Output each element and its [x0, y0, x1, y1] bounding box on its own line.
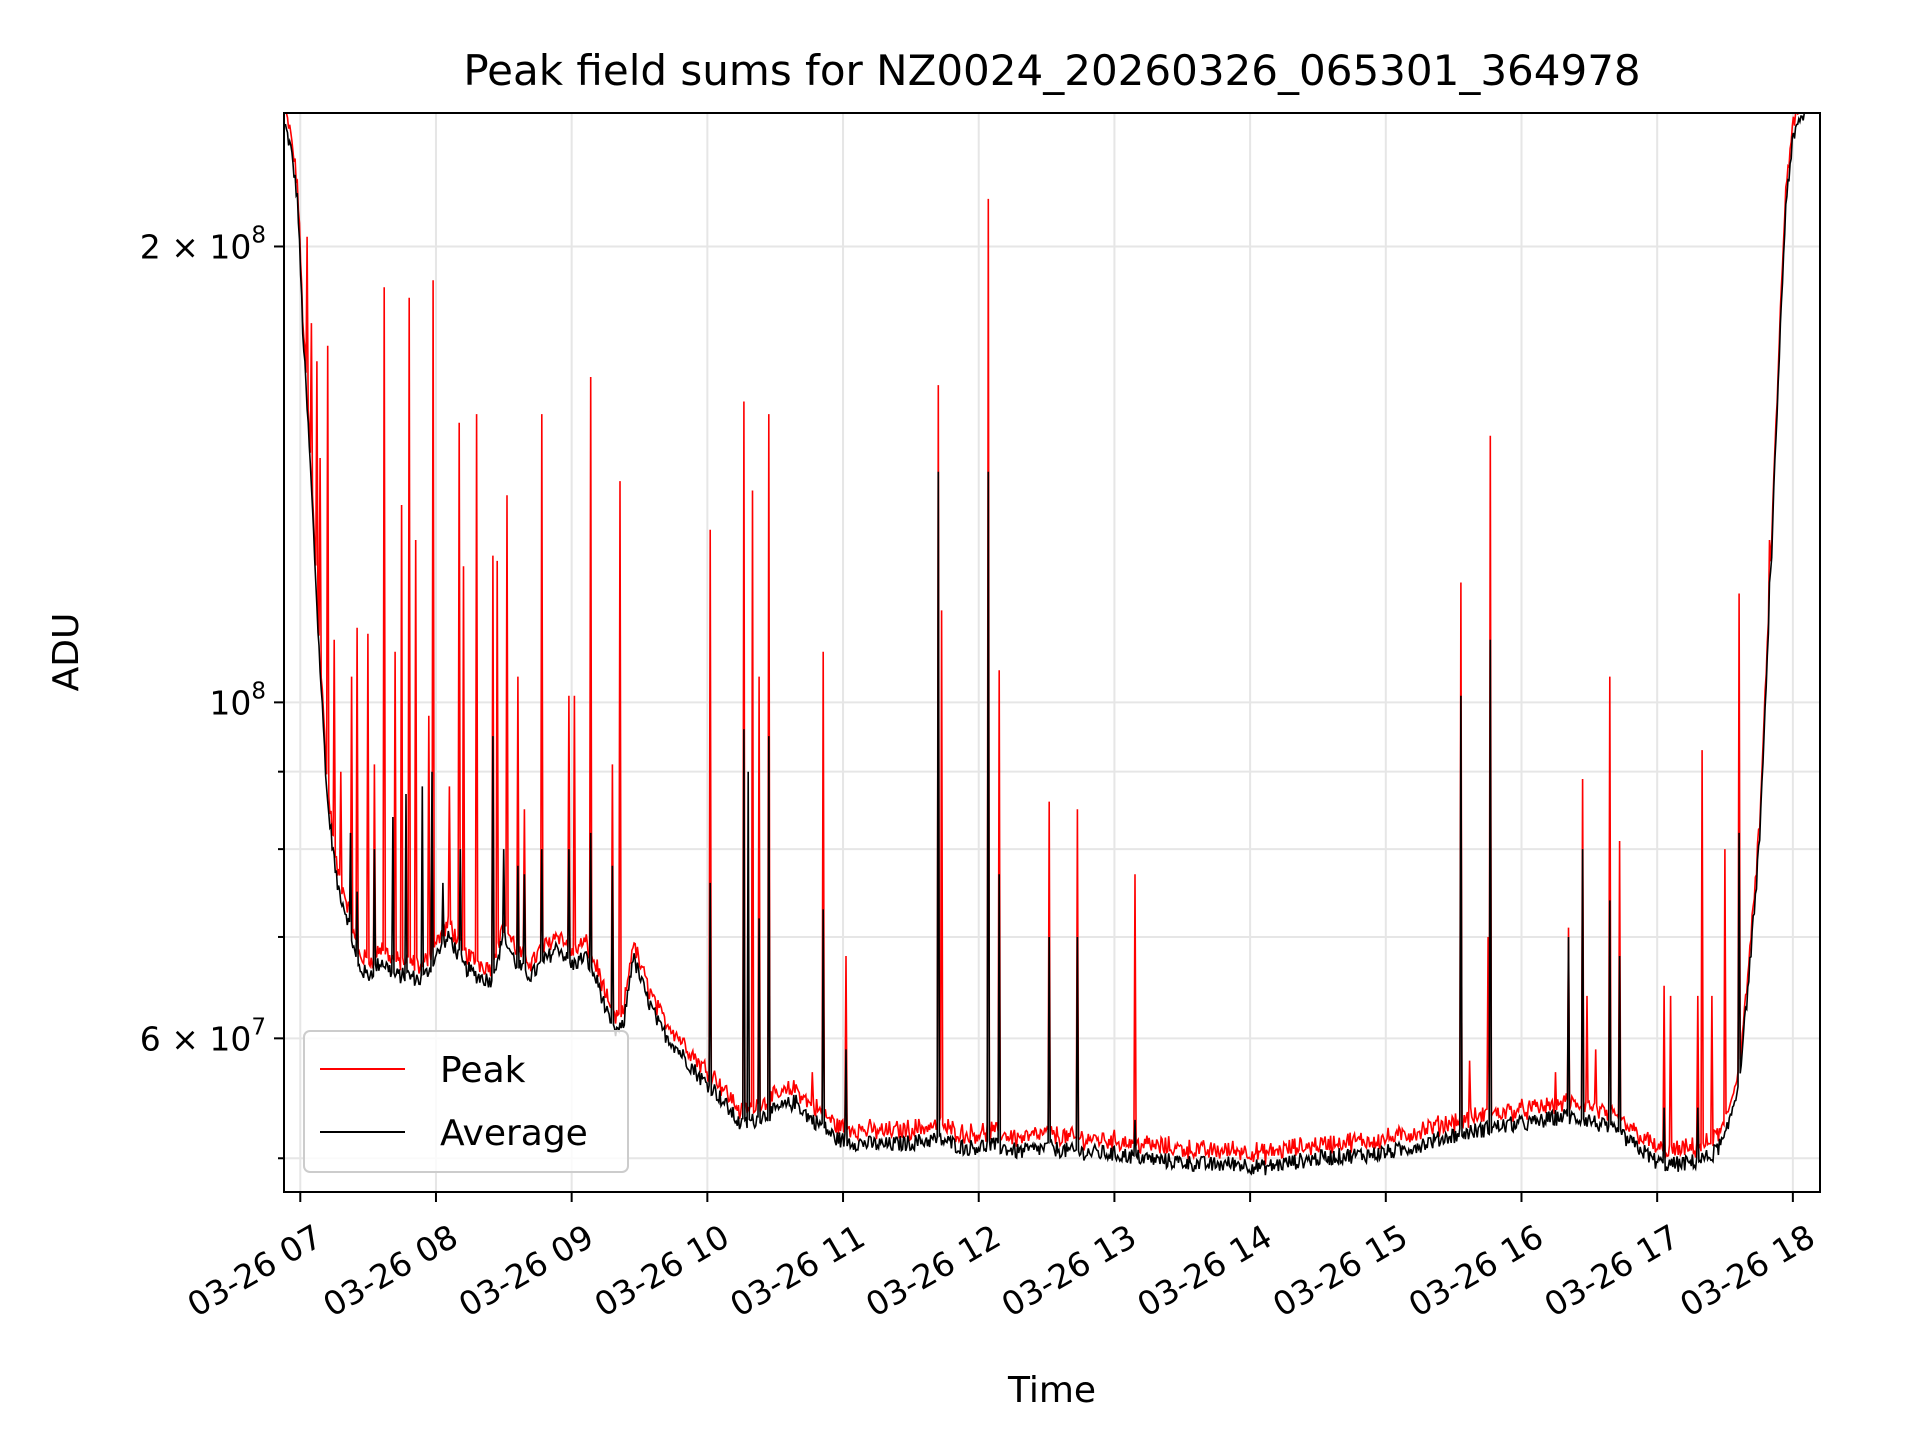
y-tick-exponent: 8 — [251, 678, 266, 704]
peak-series-line — [285, 113, 1807, 1165]
grid-lines — [284, 113, 1820, 1192]
y-tick-exponent: 8 — [251, 222, 266, 248]
y-tick-label: 2 × 108 — [140, 222, 266, 266]
legend: Peak Average — [303, 1030, 629, 1173]
y-axis-label: ADU — [46, 613, 87, 692]
legend-average-label: Average — [440, 1113, 588, 1154]
x-axis-label: Time — [1007, 1370, 1096, 1411]
legend-peak-label: Peak — [440, 1050, 526, 1091]
average-series-line — [284, 113, 1807, 1176]
y-tick-label: 6 × 107 — [140, 1014, 266, 1058]
chart-title: Peak field sums for NZ0024_20260326_0653… — [463, 46, 1640, 95]
plot-frame — [283, 112, 1821, 1193]
y-tick-exponent: 7 — [251, 1014, 266, 1040]
series-layer — [284, 113, 1807, 1176]
legend-box — [303, 1030, 629, 1173]
y-tick-label: 108 — [209, 678, 266, 722]
